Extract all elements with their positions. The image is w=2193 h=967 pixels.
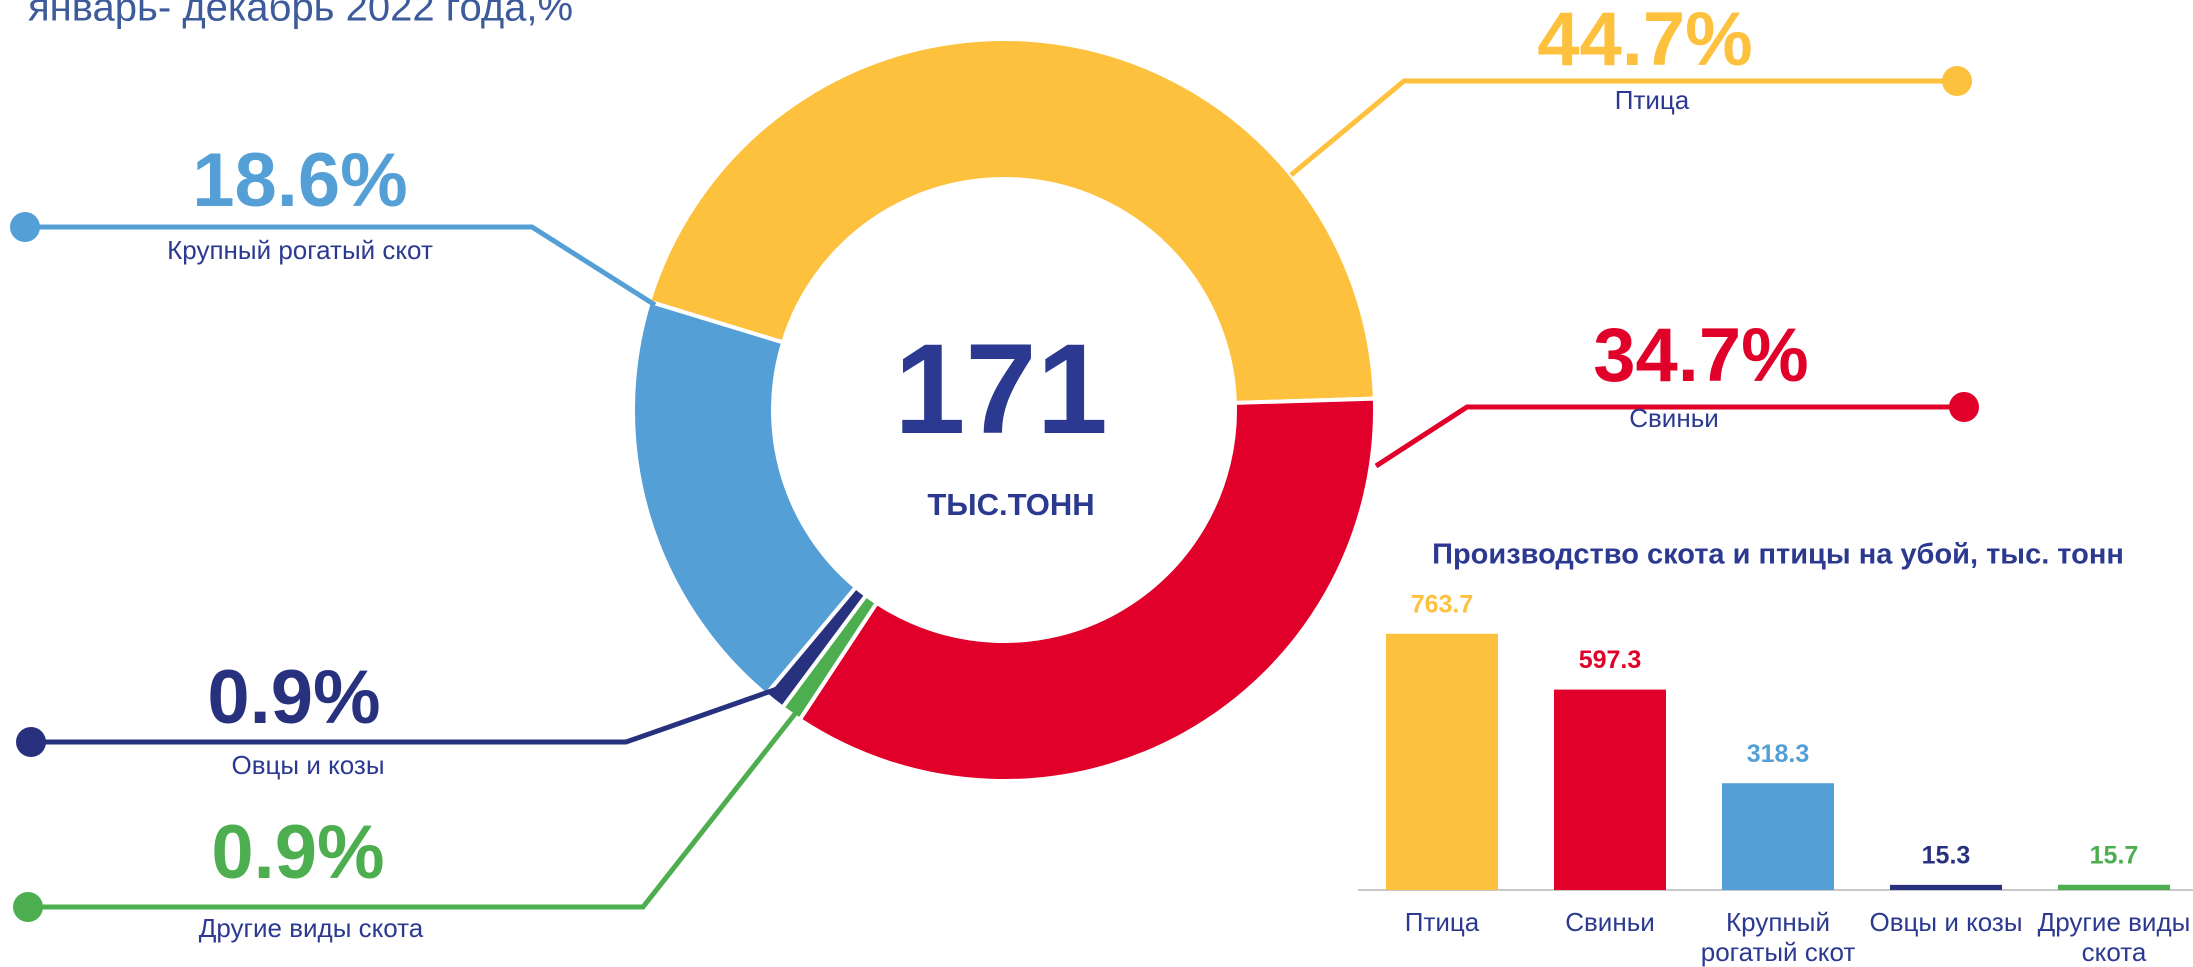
callout-line <box>31 686 778 745</box>
x-tick-label: Другие виды скота <box>2038 907 2191 967</box>
callout-line <box>1374 404 1964 469</box>
value-label: 15.3 <box>1922 841 1971 869</box>
x-tick-label: Свиньи <box>1565 907 1655 937</box>
callout-dot <box>1949 392 1979 422</box>
donut-segment <box>796 396 1377 783</box>
x-tick-label: Птица <box>1405 907 1480 937</box>
percent-label: 18.6% <box>192 138 408 223</box>
bar <box>1386 633 1498 890</box>
bar <box>2058 884 2170 890</box>
callout-dot <box>10 212 40 242</box>
percent-label: 44.7% <box>1537 0 1753 82</box>
category-label: Другие виды скота <box>199 913 424 943</box>
bar-chart-title: Производство скота и птицы на убой, тыс.… <box>1432 539 2124 571</box>
value-label: 318.3 <box>1747 740 1810 768</box>
callout-line <box>1289 78 1957 177</box>
value-label: 597.3 <box>1579 646 1642 674</box>
callout-dot <box>13 892 43 922</box>
callout-dot <box>1942 66 1972 96</box>
donut-segment <box>631 299 859 698</box>
category-label: Свиньи <box>1629 403 1719 433</box>
chart-title: январь- декабрь 2022 года,% <box>28 0 573 30</box>
callout-line <box>28 708 800 910</box>
callout-line <box>25 224 657 308</box>
x-tick-label: Овцы и козы <box>1869 907 2022 937</box>
total-unit: ТЫС.ТОНН <box>927 487 1094 522</box>
bar <box>1722 783 1834 890</box>
bar <box>1554 689 1666 890</box>
category-label: Овцы и козы <box>231 750 384 780</box>
category-label: Крупный рогатый скот <box>167 235 433 265</box>
total-value: 171 <box>894 318 1108 461</box>
value-label: 15.7 <box>2090 841 2139 869</box>
donut-segment <box>646 36 1377 405</box>
percent-label: 0.9% <box>211 810 384 895</box>
bar <box>1890 884 2002 890</box>
value-label: 763.7 <box>1411 590 1474 618</box>
x-tick-label: Крупный рогатый скот <box>1701 907 1856 967</box>
percent-label: 0.9% <box>207 655 380 740</box>
category-label: Птица <box>1615 85 1690 115</box>
percent-label: 34.7% <box>1593 313 1809 398</box>
callout-dot <box>16 727 46 757</box>
